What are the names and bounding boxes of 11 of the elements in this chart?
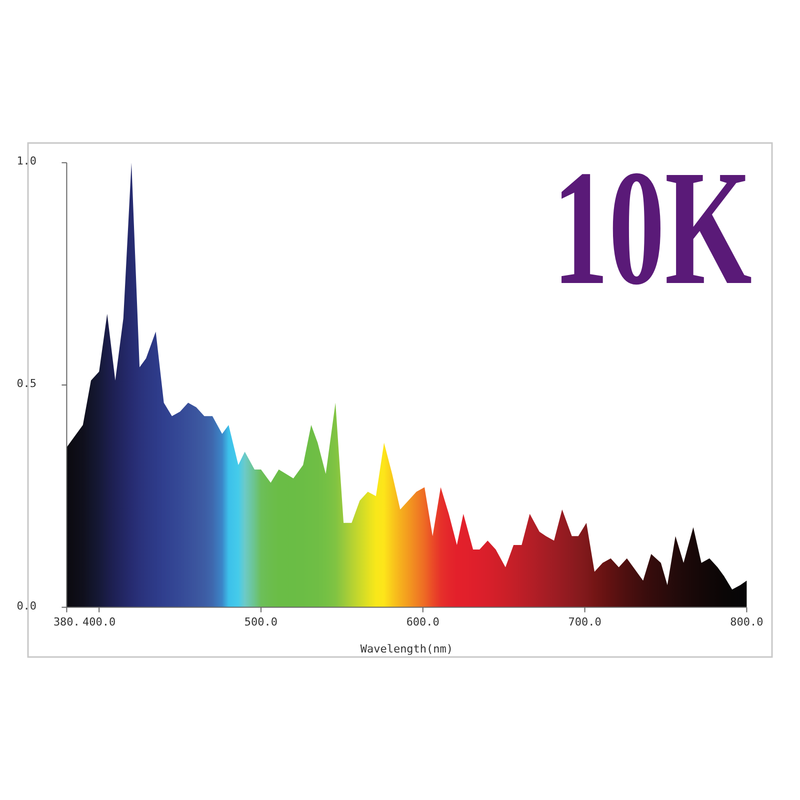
x-tick-label: 500.0 — [244, 615, 278, 628]
x-tick-label: 600.0 — [406, 615, 440, 628]
x-tick-label: 380. — [53, 615, 80, 628]
x-tick-label: 700.0 — [568, 615, 602, 628]
x-tick-label: 800.0 — [730, 615, 764, 628]
chart-title: 10K — [552, 136, 752, 320]
x-axis-title: Wavelength(nm) — [360, 642, 454, 656]
y-tick-label: 0.5 — [16, 377, 37, 390]
x-tick-label: 400.0 — [82, 615, 116, 628]
y-tick-label: 0.0 — [16, 599, 37, 612]
y-tick-label: 1.0 — [16, 154, 37, 168]
